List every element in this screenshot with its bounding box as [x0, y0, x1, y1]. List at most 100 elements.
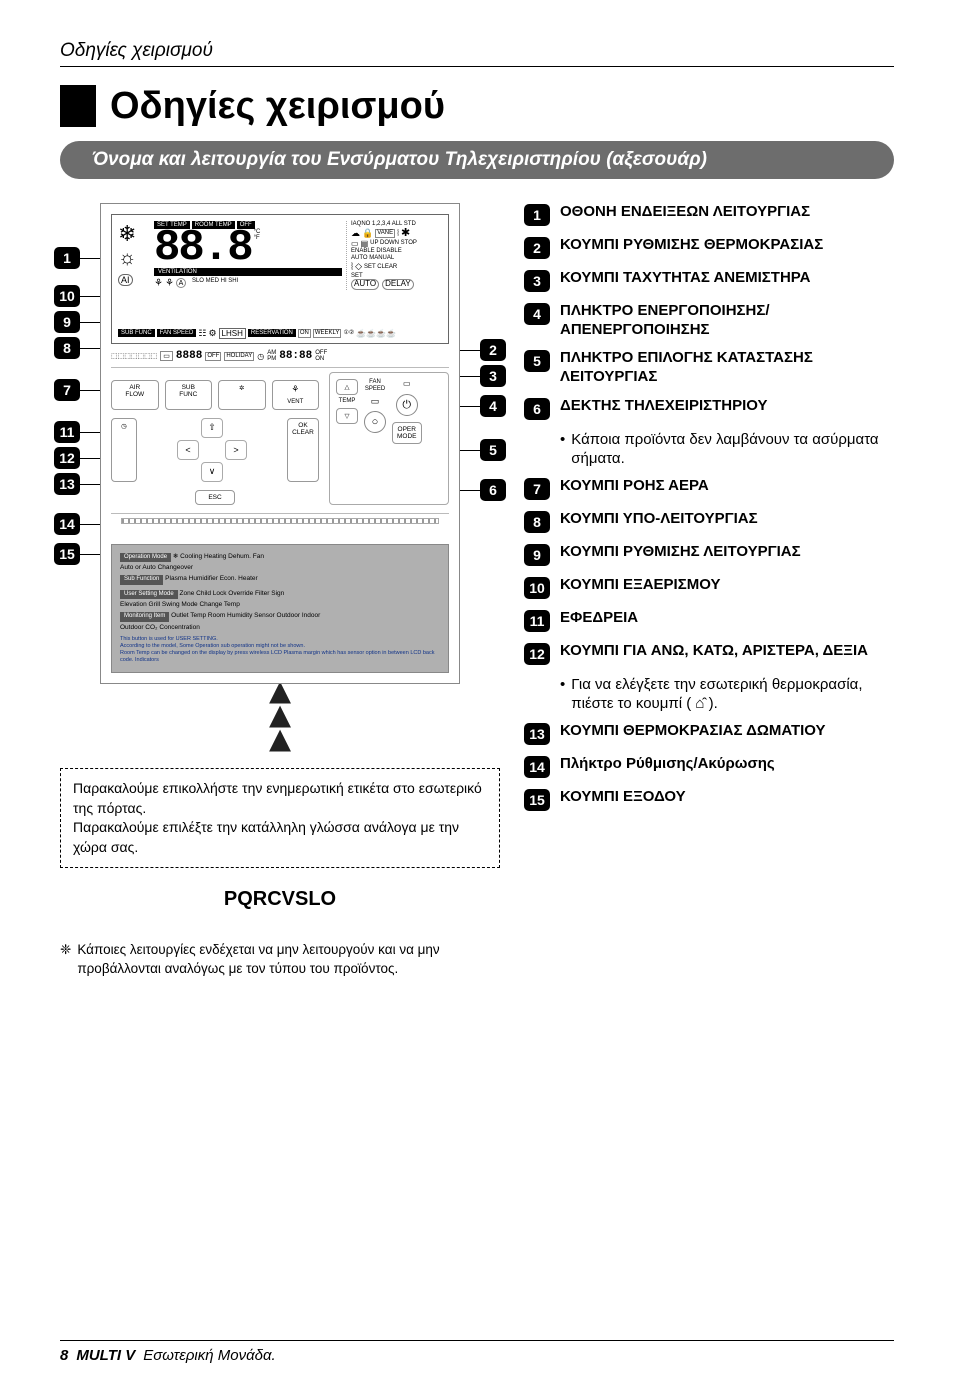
- lock-icon: 🔒: [362, 229, 373, 239]
- legend-label: ΚΟΥΜΠΙ ΡΥΘΜΙΣΗΣ ΘΕΡΜΟΚΡΑΣΙΑΣ: [560, 236, 823, 259]
- vane-chip: VANE: [375, 229, 395, 238]
- remote-illustration: ❄ ☼ AI SET TEMP ROOM TEMP OFF: [100, 203, 460, 684]
- right-button[interactable]: >: [225, 440, 247, 460]
- callout-6: 6: [480, 479, 506, 501]
- legend-badge: 12: [524, 643, 550, 665]
- arrow-pad: ⇧ < > ∨: [177, 418, 247, 482]
- header-rule: [60, 66, 894, 67]
- footnote-text: Κάποιες λειτουργίες ενδέχεται να μην λει…: [77, 941, 500, 977]
- temp-readout: 88.8: [154, 229, 252, 269]
- legend-item: 1ΟΘΟΝΗ ΕΝΔΕΙΞΕΩΝ ΛΕΙΤΟΥΡΓΙΑΣ: [524, 203, 894, 226]
- up-button[interactable]: ⇧: [201, 418, 223, 438]
- vent-icon: ⚘: [165, 278, 174, 289]
- page-number: 8: [60, 1347, 68, 1364]
- temp-label: TEMP: [339, 398, 356, 405]
- callout-5: 5: [480, 439, 506, 461]
- oper-mode-button[interactable]: OPER MODE: [392, 422, 422, 444]
- info-hdr: Sub Function: [120, 575, 163, 585]
- legend-item: 11 ΕΦΕΔΡΕΙΑ: [524, 609, 894, 632]
- legend-badge: 4: [524, 303, 550, 325]
- legend-item: 6ΔΕΚΤΗΣ ΤΗΛΕΧΕΙΡΙΣΤΗΡΙΟΥ: [524, 397, 894, 420]
- callout-4: 4: [480, 395, 506, 417]
- legend-badge: 9: [524, 544, 550, 566]
- legend-item: 8 ΚΟΥΜΠΙ ΥΠΟ-ΛΕΙΤΟΥΡΓΙΑΣ: [524, 510, 894, 533]
- legend-item: 7ΚΟΥΜΠΙ ΡΟΗΣ ΑΕΡΑ: [524, 477, 894, 500]
- legend-label: ΕΦΕΔΡΕΙΑ: [560, 609, 638, 632]
- temp-up-button[interactable]: △: [336, 379, 358, 395]
- legend-badge: 14: [524, 756, 550, 778]
- legend-label: ΚΟΥΜΠΙ ΓΙΑ ΑΝΩ, ΚΑΤΩ, ΑΡΙΣΤΕΡΑ, ΔΕΞΙΑ: [560, 642, 868, 665]
- hinge: [121, 518, 439, 524]
- legend-item: 5 ΠΛΗΚΤΡΟ ΕΠΙΛΟΓΗΣ ΚΑΤΑΣΤΑΣΗΣ ΛΕΙΤΟΥΡΓΙΑΣ: [524, 349, 894, 387]
- legend-label: ΚΟΥΜΠΙ ΘΕΡΜΟΚΡΑΣΙΑΣ ΔΩΜΑΤΙΟΥ: [560, 722, 826, 745]
- callout-2: 2: [480, 339, 506, 361]
- legend-badge: 8: [524, 511, 550, 533]
- legend-label: Πλήκτρο Ρύθμισης/Ακύρωσης: [560, 755, 775, 778]
- humidity-icon: ☁: [351, 229, 360, 239]
- auto-chip: AUTO: [351, 279, 379, 290]
- a-icon: A: [176, 278, 186, 288]
- vent-icon: ⚘: [154, 278, 163, 289]
- running-header: Οδηγίες χειρισμού: [60, 40, 894, 62]
- down-button[interactable]: ∨: [201, 462, 223, 482]
- legend-label: ΠΛΗΚΤΡΟ ΕΝΕΡΓΟΠΟΙΗΣΗΣ/ ΑΠΕΝΕΡΓΟΠΟΙΗΣΗΣ: [560, 302, 894, 340]
- legend-label: ΚΟΥΜΠΙ ΕΞΑΕΡΙΣΜΟΥ: [560, 576, 720, 599]
- set-clear-text: SET CLEAR: [364, 264, 397, 271]
- title-marker-bar: [60, 85, 96, 127]
- legend-badge: 5: [524, 350, 550, 372]
- vent-button[interactable]: ⚘VENT: [272, 380, 320, 410]
- subtitle-pill: Όνομα και λειτουργία του Ενσύρματου Τηλε…: [60, 141, 894, 179]
- set-text: SET: [351, 273, 363, 280]
- reservation-chip: RESERVATION: [248, 329, 296, 337]
- callout-3: 3: [480, 365, 506, 387]
- esc-button[interactable]: ESC: [195, 490, 235, 505]
- callout-9: 9: [54, 311, 80, 333]
- info-hdr: Monitoring Item: [120, 612, 169, 622]
- cf-unit: °C °F: [254, 229, 261, 242]
- callout-13: 13: [54, 473, 80, 495]
- legend-label: ΚΟΥΜΠΙ ΥΠΟ-ΛΕΙΤΟΥΡΓΙΑΣ: [560, 510, 758, 533]
- ok-clear-button[interactable]: OK CLEAR: [287, 418, 319, 482]
- legend-badge: 7: [524, 478, 550, 500]
- holiday-chip: HOLIDAY: [224, 352, 254, 361]
- small-88: 8888: [176, 350, 202, 362]
- title-row: Οδηγίες χειρισμού: [60, 85, 894, 127]
- lcd-screen: ❄ ☼ AI SET TEMP ROOM TEMP OFF: [111, 214, 449, 344]
- subfunc-chip: SUB FUNC: [118, 329, 155, 337]
- legend-label: ΚΟΥΜΠΙ ΡΥΘΜΙΣΗΣ ΛΕΙΤΟΥΡΓΙΑΣ: [560, 543, 801, 566]
- swirl-button[interactable]: ✲: [218, 380, 266, 410]
- sub-func-button[interactable]: SUB FUNC: [165, 380, 213, 410]
- timer-button[interactable]: ◷: [111, 418, 137, 482]
- legend-label: ΚΟΥΜΠΙ ΕΞΟΔΟΥ: [560, 788, 686, 811]
- info-note: This button is used for USER SETTING. Ac…: [120, 636, 440, 664]
- left-button[interactable]: <: [177, 440, 199, 460]
- legend-label: ΠΛΗΚΤΡΟ ΕΠΙΛΟΓΗΣ ΚΑΤΑΣΤΑΣΗΣ ΛΕΙΤΟΥΡΓΙΑΣ: [560, 349, 894, 387]
- callout-1: 1: [54, 247, 80, 269]
- legend-label: ΟΘΟΝΗ ΕΝΔΕΙΞΕΩΝ ΛΕΙΤΟΥΡΓΙΑΣ: [560, 203, 810, 226]
- brand-logo: MULTI V: [76, 1347, 135, 1364]
- ir-receiver: ○: [364, 411, 386, 433]
- legend-badge: 2: [524, 237, 550, 259]
- legend-badge: 11: [524, 610, 550, 632]
- info-hdr: User Setting Mode: [120, 590, 178, 600]
- legend-label: ΚΟΥΜΠΙ ΤΑΧΥΤΗΤΑΣ ΑΝΕΜΙΣΤΗΡΑ: [560, 269, 811, 292]
- sticker-line-1: Παρακαλούμε επικολλήστε την ενημερωτική …: [73, 779, 487, 818]
- off-chip: OFF: [205, 352, 221, 361]
- info-text: Plasma Humidifier Econ. Heater: [165, 575, 257, 582]
- snowflake-icon: ❄: [118, 221, 150, 247]
- model-number: PQRCVSLO: [60, 888, 500, 911]
- time-88: 88:88: [279, 350, 312, 362]
- sun-icon: ☼: [118, 247, 150, 270]
- power-button[interactable]: ⏻: [396, 394, 418, 416]
- temp-down-button[interactable]: ▽: [336, 408, 358, 424]
- sticker-instruction-box: Παρακαλούμε επικολλήστε την ενημερωτική …: [60, 768, 500, 868]
- legend-item: 15ΚΟΥΜΠΙ ΕΞΟΔΟΥ: [524, 788, 894, 811]
- filter-icon: ▤: [361, 240, 369, 249]
- offon-text: OFF ON: [315, 350, 327, 363]
- legend-sub: •Για να ελέγξετε την εσωτερική θερμοκρασ…: [560, 675, 894, 714]
- lhsh-chip: LHSH: [219, 328, 246, 339]
- legend-badge: 13: [524, 723, 550, 745]
- fan-icon: ✱: [401, 227, 410, 239]
- air-flow-button[interactable]: AIR FLOW: [111, 380, 159, 410]
- callout-12: 12: [54, 447, 80, 469]
